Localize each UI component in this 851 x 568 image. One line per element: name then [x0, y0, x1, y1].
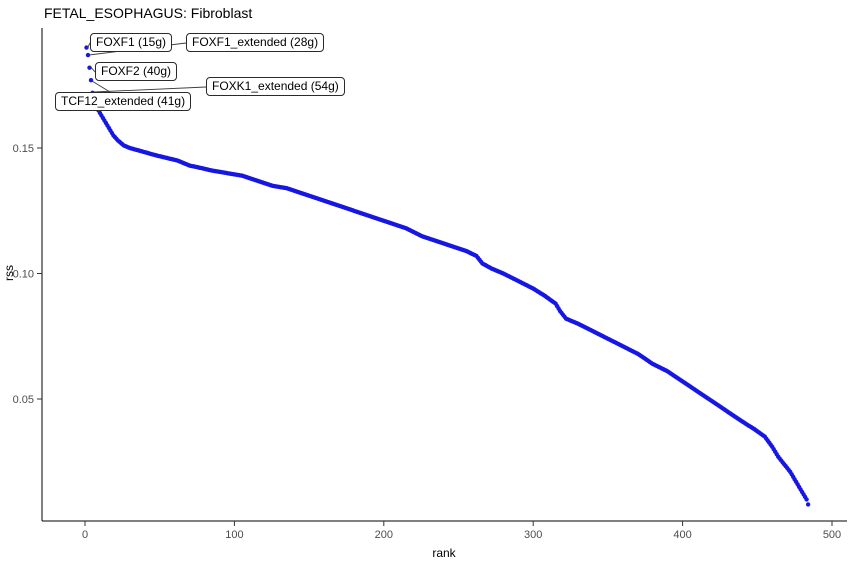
gene-label-foxf2: FOXF2 (40g) [95, 62, 178, 81]
x-tick-label: 500 [823, 529, 841, 541]
x-axis-title: rank [432, 546, 456, 560]
data-point [805, 502, 811, 507]
leader-line-foxf1 [86, 42, 91, 50]
scatter-points [84, 45, 811, 507]
x-tick-label: 300 [524, 529, 542, 541]
y-tick-label: 0.05 [13, 394, 34, 406]
axes: 0 100 200 300 400 500 0.05 0.10 0.15 [13, 28, 847, 541]
x-tick-label: 200 [375, 529, 393, 541]
y-axis-title: rss [2, 265, 16, 281]
leader-line-foxk1-extended [93, 86, 207, 93]
gene-label-foxf1-extended: FOXF1_extended (28g) [186, 33, 325, 52]
gene-label-foxf1: FOXF1 (15g) [90, 33, 173, 52]
x-tick-label: 400 [673, 529, 691, 541]
plot-title: FETAL_ESOPHAGUS: Fibroblast [44, 5, 253, 21]
gene-label-foxk1-extended: FOXK1_extended (54g) [206, 77, 345, 96]
y-tick-label: 0.15 [13, 143, 34, 155]
x-tick-label: 100 [225, 529, 243, 541]
data-point [85, 52, 91, 58]
leader-line-foxf2 [89, 65, 96, 73]
gene-label-tcf12-extended: TCF12_extended (41g) [55, 92, 192, 111]
y-tick-label: 0.10 [13, 269, 34, 281]
leader-line-tcf12-extended [91, 80, 111, 93]
x-tick-label: 0 [82, 529, 88, 541]
data-point [804, 497, 809, 502]
